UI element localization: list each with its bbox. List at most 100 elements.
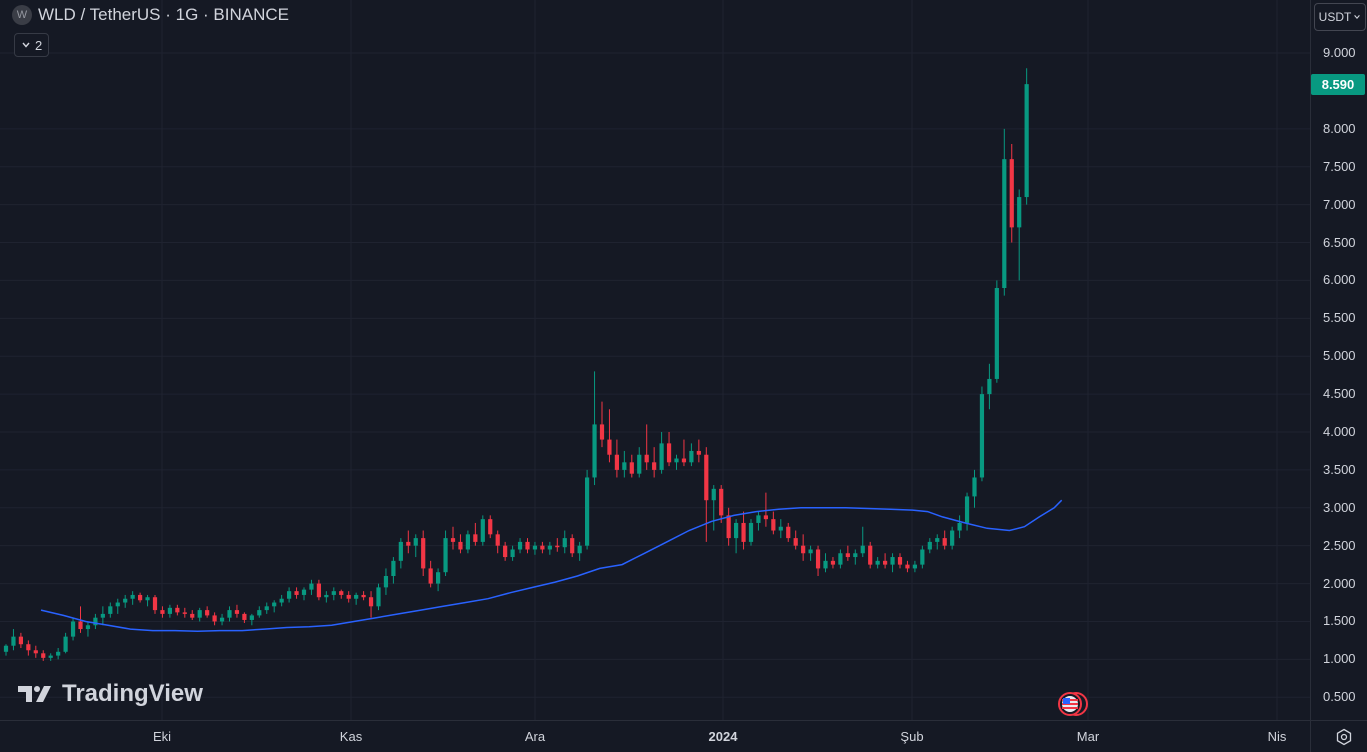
candlestick-chart[interactable] <box>0 0 1310 720</box>
candle-body <box>33 650 38 654</box>
candle <box>361 591 366 601</box>
indicators-count: 2 <box>35 37 43 53</box>
candle <box>585 469 590 550</box>
candle <box>696 439 701 463</box>
candle-body <box>354 594 359 599</box>
candle <box>70 617 76 641</box>
candle <box>123 594 128 608</box>
candle <box>562 530 567 554</box>
candle-body <box>763 515 768 520</box>
candle-body <box>458 541 463 550</box>
candle-body <box>510 549 515 558</box>
candle-body <box>741 522 746 542</box>
candle <box>711 485 716 531</box>
candle <box>845 545 850 561</box>
candle <box>644 424 649 470</box>
candle <box>629 454 634 478</box>
candle-body <box>614 454 619 470</box>
candle <box>11 629 16 651</box>
candle-body <box>197 610 202 618</box>
candle <box>443 530 448 576</box>
candle-body <box>830 560 836 565</box>
candle <box>555 538 560 552</box>
candle <box>495 530 500 554</box>
candle <box>85 621 91 637</box>
candle-body <box>808 549 813 554</box>
candle-body <box>503 545 508 558</box>
candle <box>532 541 538 555</box>
candle-body <box>890 557 895 565</box>
candle-body <box>666 443 672 463</box>
settings-icon[interactable] <box>1335 728 1353 746</box>
price-tick-label: 2.500 <box>1323 537 1356 553</box>
currency-selector-button[interactable]: USDT <box>1314 3 1366 31</box>
candle-body <box>1002 159 1007 288</box>
candle-body <box>629 462 634 474</box>
candle <box>152 594 158 614</box>
candle-body <box>70 621 76 637</box>
candle-body <box>1017 197 1022 228</box>
candle-body <box>555 545 560 548</box>
candle <box>145 594 150 607</box>
price-tick-label: 1.000 <box>1323 651 1356 667</box>
time-scale[interactable]: Eki Kas Ara 2024 Şub Mar Nis <box>0 720 1310 752</box>
candle-body <box>473 534 478 542</box>
candle-body <box>659 443 664 470</box>
candle <box>1024 68 1029 205</box>
candle-body <box>63 636 68 652</box>
price-tick-label: 6.000 <box>1323 272 1356 288</box>
candle <box>257 606 262 618</box>
candle <box>525 538 530 554</box>
candle-body <box>607 439 612 455</box>
candle <box>741 511 746 550</box>
candle <box>130 591 135 605</box>
chart-pane[interactable] <box>0 0 1310 720</box>
candle-body <box>994 288 999 379</box>
candle-body <box>85 625 91 630</box>
candle <box>227 606 232 622</box>
candle <box>987 363 992 410</box>
candle-body <box>942 538 947 546</box>
candle-body <box>644 454 649 463</box>
candle <box>935 534 940 550</box>
candle-body <box>480 519 485 542</box>
candle-body <box>860 545 865 554</box>
last-price-label: 8.590 <box>1311 74 1365 95</box>
candle <box>197 607 202 622</box>
candle-body <box>175 607 180 613</box>
candle <box>436 568 441 592</box>
candle-body <box>339 591 344 595</box>
events-flag-icon[interactable] <box>1057 691 1089 717</box>
price-tick-label: 4.000 <box>1323 424 1356 439</box>
candle <box>219 613 225 626</box>
candle-body <box>406 541 411 546</box>
candle-body <box>547 545 552 550</box>
candle-body <box>115 602 120 607</box>
indicators-toggle-button[interactable]: 2 <box>14 33 50 57</box>
candle-body <box>517 541 523 550</box>
candle-body <box>48 655 53 658</box>
candle-body <box>212 615 217 622</box>
time-tick-label: Eki <box>152 729 172 744</box>
candle-body <box>346 594 351 599</box>
price-tick-label: 6.500 <box>1323 234 1356 250</box>
price-tick-label: 5.000 <box>1323 348 1356 364</box>
price-scale[interactable]: 9.000 8.000 7.500 7.000 6.500 6.000 5.500 5.000… <box>1310 0 1367 720</box>
candle <box>964 492 970 531</box>
candle <box>324 591 329 603</box>
price-tick-label: 7.000 <box>1323 196 1356 212</box>
tradingview-watermark: TradingView <box>18 680 203 708</box>
candle <box>138 592 143 603</box>
symbol-legend[interactable]: W WLD / TetherUS · 1G · BINANCE <box>12 5 289 25</box>
candle-body <box>972 477 977 497</box>
candle <box>56 648 61 660</box>
chevron-down-icon <box>22 42 30 48</box>
candle-body <box>585 477 590 546</box>
candle <box>488 515 493 539</box>
candle-body <box>853 553 858 558</box>
candle-body <box>152 597 158 611</box>
candle-body <box>592 424 597 478</box>
candle-body <box>391 560 396 576</box>
symbol-title[interactable]: WLD / TetherUS · 1G · BINANCE <box>38 5 289 24</box>
candle-body <box>450 538 456 542</box>
